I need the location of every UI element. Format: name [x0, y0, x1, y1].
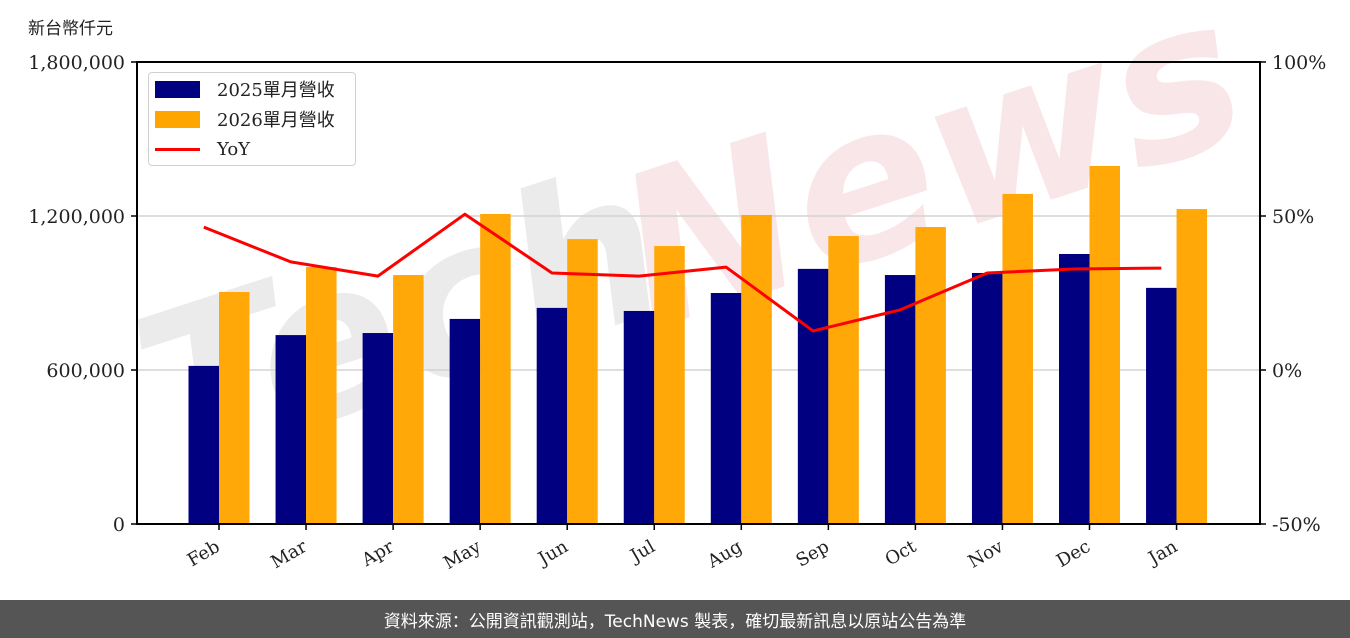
- legend-label-yoy: YoY: [217, 138, 251, 160]
- x-tick-label: Feb: [184, 536, 224, 571]
- legend-item-2026: 2026單月營收: [155, 107, 335, 131]
- yoy-polyline: [203, 212, 1162, 333]
- x-tick-label: Sep: [792, 536, 832, 571]
- y-tick-label: 600,000: [46, 360, 125, 382]
- bar-2025: [1059, 253, 1090, 524]
- y2-tick-label: 50%: [1272, 206, 1314, 228]
- legend-swatch-2025: [155, 80, 200, 98]
- chart-canvas: TechNews 0600,0001,200,0001,800,000-50%0…: [28, 0, 1326, 574]
- plot-frame: [136, 61, 1261, 525]
- bar-2025: [449, 318, 481, 524]
- legend-item-yoy: YoY: [155, 137, 250, 161]
- x-tick-label: Oct: [882, 536, 921, 571]
- x-tick-label: Jul: [625, 536, 659, 568]
- x-tick-label: Jan: [1143, 536, 1181, 570]
- bar-2026: [741, 214, 772, 524]
- y2-tick-label: 100%: [1272, 52, 1326, 74]
- y2-tick-label: 0%: [1272, 360, 1302, 382]
- bar-series: [188, 165, 1208, 525]
- y-tick-label: 1,800,000: [28, 52, 125, 74]
- legend-label-2025: 2025單月營收: [217, 80, 335, 101]
- bar-2025: [710, 293, 742, 524]
- x-tick-label: Jun: [533, 536, 572, 571]
- yoy-line: [203, 212, 1162, 333]
- x-tick-label: Dec: [1053, 536, 1094, 572]
- bar-2026: [1176, 209, 1208, 524]
- bar-2026: [1089, 165, 1120, 524]
- source-footer: 資料來源：公開資訊觀測站，TechNews 製表，確切最新訊息以原站公告為準: [0, 600, 1350, 638]
- bar-2026: [480, 213, 511, 525]
- bar-2026: [219, 291, 250, 524]
- bar-2026: [306, 267, 337, 524]
- bar-2025: [188, 365, 219, 524]
- bar-2025: [536, 307, 568, 524]
- x-tick-label: Aug: [703, 536, 746, 573]
- legend-label-2026: 2026單月營收: [217, 110, 335, 131]
- bar-2026: [393, 275, 424, 524]
- bar-2026: [567, 239, 598, 524]
- legend: 2025單月營收 2026單月營收 YoY: [148, 72, 356, 166]
- bar-2025: [275, 335, 307, 524]
- bar-2026: [1002, 193, 1033, 524]
- bar-2025: [623, 310, 655, 524]
- bar-2026: [828, 236, 859, 524]
- x-tick-label: Mar: [267, 536, 311, 573]
- x-tick-label: May: [440, 536, 485, 574]
- bar-2025: [884, 275, 916, 524]
- source-text: 資料來源：公開資訊觀測站，TechNews 製表，確切最新訊息以原站公告為準: [383, 611, 967, 632]
- legend-item-2025: 2025單月營收: [155, 77, 335, 101]
- bar-2025: [797, 268, 829, 524]
- bar-2025: [362, 333, 394, 524]
- bar-2025: [1146, 287, 1177, 524]
- y-tick-label: 1,200,000: [28, 206, 125, 228]
- y2-tick-label: -50%: [1272, 514, 1321, 536]
- bar-2026: [915, 227, 946, 524]
- y-axis-unit-label: 新台幣仟元: [28, 19, 113, 39]
- legend-line-yoy: [155, 147, 200, 151]
- bar-2026: [654, 246, 685, 524]
- x-tick-label: Nov: [965, 536, 1008, 573]
- x-tick-label: Apr: [358, 536, 398, 571]
- bar-2025: [971, 272, 1003, 524]
- y-tick-label: 0: [113, 514, 125, 536]
- legend-swatch-2026: [155, 110, 200, 128]
